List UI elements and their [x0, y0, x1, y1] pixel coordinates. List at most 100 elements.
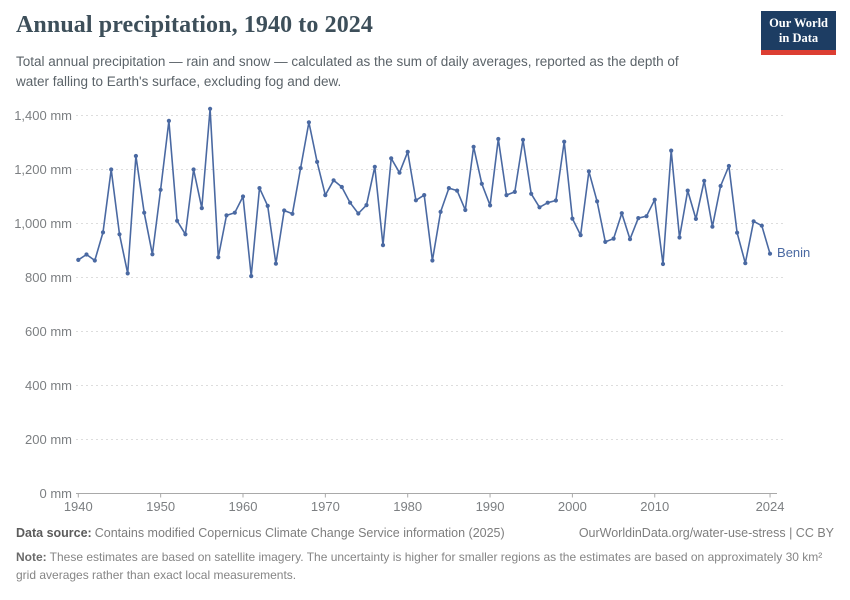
data-source-text: Contains modified Copernicus Climate Cha… [94, 526, 505, 540]
data-point [735, 230, 740, 235]
data-point [183, 232, 188, 237]
x-tick-label: 1970 [310, 499, 340, 514]
data-point [743, 261, 748, 266]
footnote: Note: These estimates are based on satell… [16, 548, 836, 584]
data-point [208, 106, 213, 111]
owid-url-link[interactable]: OurWorldinData.org/water-use-stress | CC… [578, 526, 834, 540]
data-point [339, 184, 344, 190]
data-point [471, 144, 476, 149]
data-point [545, 200, 550, 205]
data-point [537, 205, 542, 210]
data-point [669, 148, 674, 153]
data-point [364, 203, 369, 208]
x-tick-label: 1990 [475, 499, 505, 514]
x-tick-label: 2000 [557, 499, 587, 514]
data-point [627, 237, 633, 242]
data-point [759, 223, 764, 228]
owid-logo-line1: Our World [769, 16, 828, 30]
data-point [92, 258, 97, 263]
data-point [158, 187, 163, 192]
data-point [603, 239, 608, 244]
data-point [356, 211, 361, 216]
y-tick-label: 800 mm [25, 269, 72, 285]
page-title: Annual precipitation, 1940 to 2024 [16, 12, 373, 38]
data-point [380, 243, 386, 248]
data-point [298, 166, 303, 171]
data-point [142, 210, 147, 215]
data-point [133, 153, 138, 159]
data-point [282, 208, 287, 213]
data-point [652, 197, 657, 202]
data-point [496, 136, 501, 142]
data-point [405, 149, 410, 154]
owid-logo-line2: in Data [778, 31, 819, 45]
y-tick-label: 1,400 mm [14, 107, 72, 123]
data-point [455, 188, 460, 193]
data-point [125, 271, 130, 276]
data-point [389, 156, 394, 161]
x-tick-label: 2024 [755, 499, 785, 514]
data-point [595, 199, 600, 204]
y-tick-label: 200 mm [25, 431, 72, 447]
x-tick-label: 1950 [146, 499, 176, 514]
data-point [710, 224, 715, 229]
data-point [463, 207, 468, 213]
data-point [224, 213, 229, 218]
data-point [348, 200, 353, 205]
data-point [240, 194, 246, 199]
data-point [644, 214, 649, 219]
data-point [619, 211, 624, 216]
data-point [413, 198, 418, 203]
data-point [315, 159, 320, 164]
data-point [488, 203, 493, 208]
data-point [273, 261, 278, 266]
series-label-benin: Benin [777, 244, 811, 260]
chart-subtitle-line1: Total annual precipitation — rain and sn… [16, 54, 679, 69]
data-point [767, 251, 773, 256]
data-point [677, 235, 682, 240]
data-point [751, 219, 756, 224]
data-point [438, 209, 443, 214]
precipitation-line [77, 108, 771, 277]
y-tick-label: 1,000 mm [14, 215, 72, 231]
data-point [611, 236, 616, 241]
data-point [685, 188, 690, 193]
data-point [512, 189, 517, 194]
data-point [265, 203, 270, 208]
data-point [191, 167, 196, 172]
data-point [84, 252, 89, 257]
data-point [232, 210, 237, 215]
y-tick-label: 1,200 mm [14, 161, 72, 177]
data-point [100, 230, 106, 235]
data-point [636, 216, 641, 221]
data-point [693, 216, 699, 221]
owid-logo[interactable]: Our World in Data [761, 11, 836, 55]
data-point [175, 218, 180, 223]
chart-subtitle-line2: water falling to Earth's surface, exclud… [16, 74, 342, 90]
data-point [553, 198, 559, 203]
y-tick-label: 400 mm [25, 377, 72, 393]
data-point [109, 167, 114, 172]
data-point [660, 261, 666, 267]
data-point [331, 178, 336, 183]
footnote-label: Note: [16, 550, 47, 564]
y-tick-label: 600 mm [25, 323, 72, 339]
data-source-line: Data source: Contains modified Copernicus… [16, 526, 505, 540]
x-tick-label: 1980 [393, 499, 423, 514]
data-point [529, 191, 534, 196]
data-point [150, 252, 155, 257]
data-point [562, 139, 567, 144]
data-point [430, 258, 435, 263]
data-point [372, 164, 377, 169]
data-point [446, 186, 451, 191]
data-point [726, 163, 732, 169]
data-point [306, 120, 311, 125]
data-point [422, 193, 427, 198]
x-tick-label: 1960 [228, 499, 258, 514]
data-point [397, 170, 402, 175]
y-tick-label: 0 mm [39, 485, 73, 501]
data-source-label: Data source: [16, 526, 92, 540]
data-point [76, 257, 81, 262]
